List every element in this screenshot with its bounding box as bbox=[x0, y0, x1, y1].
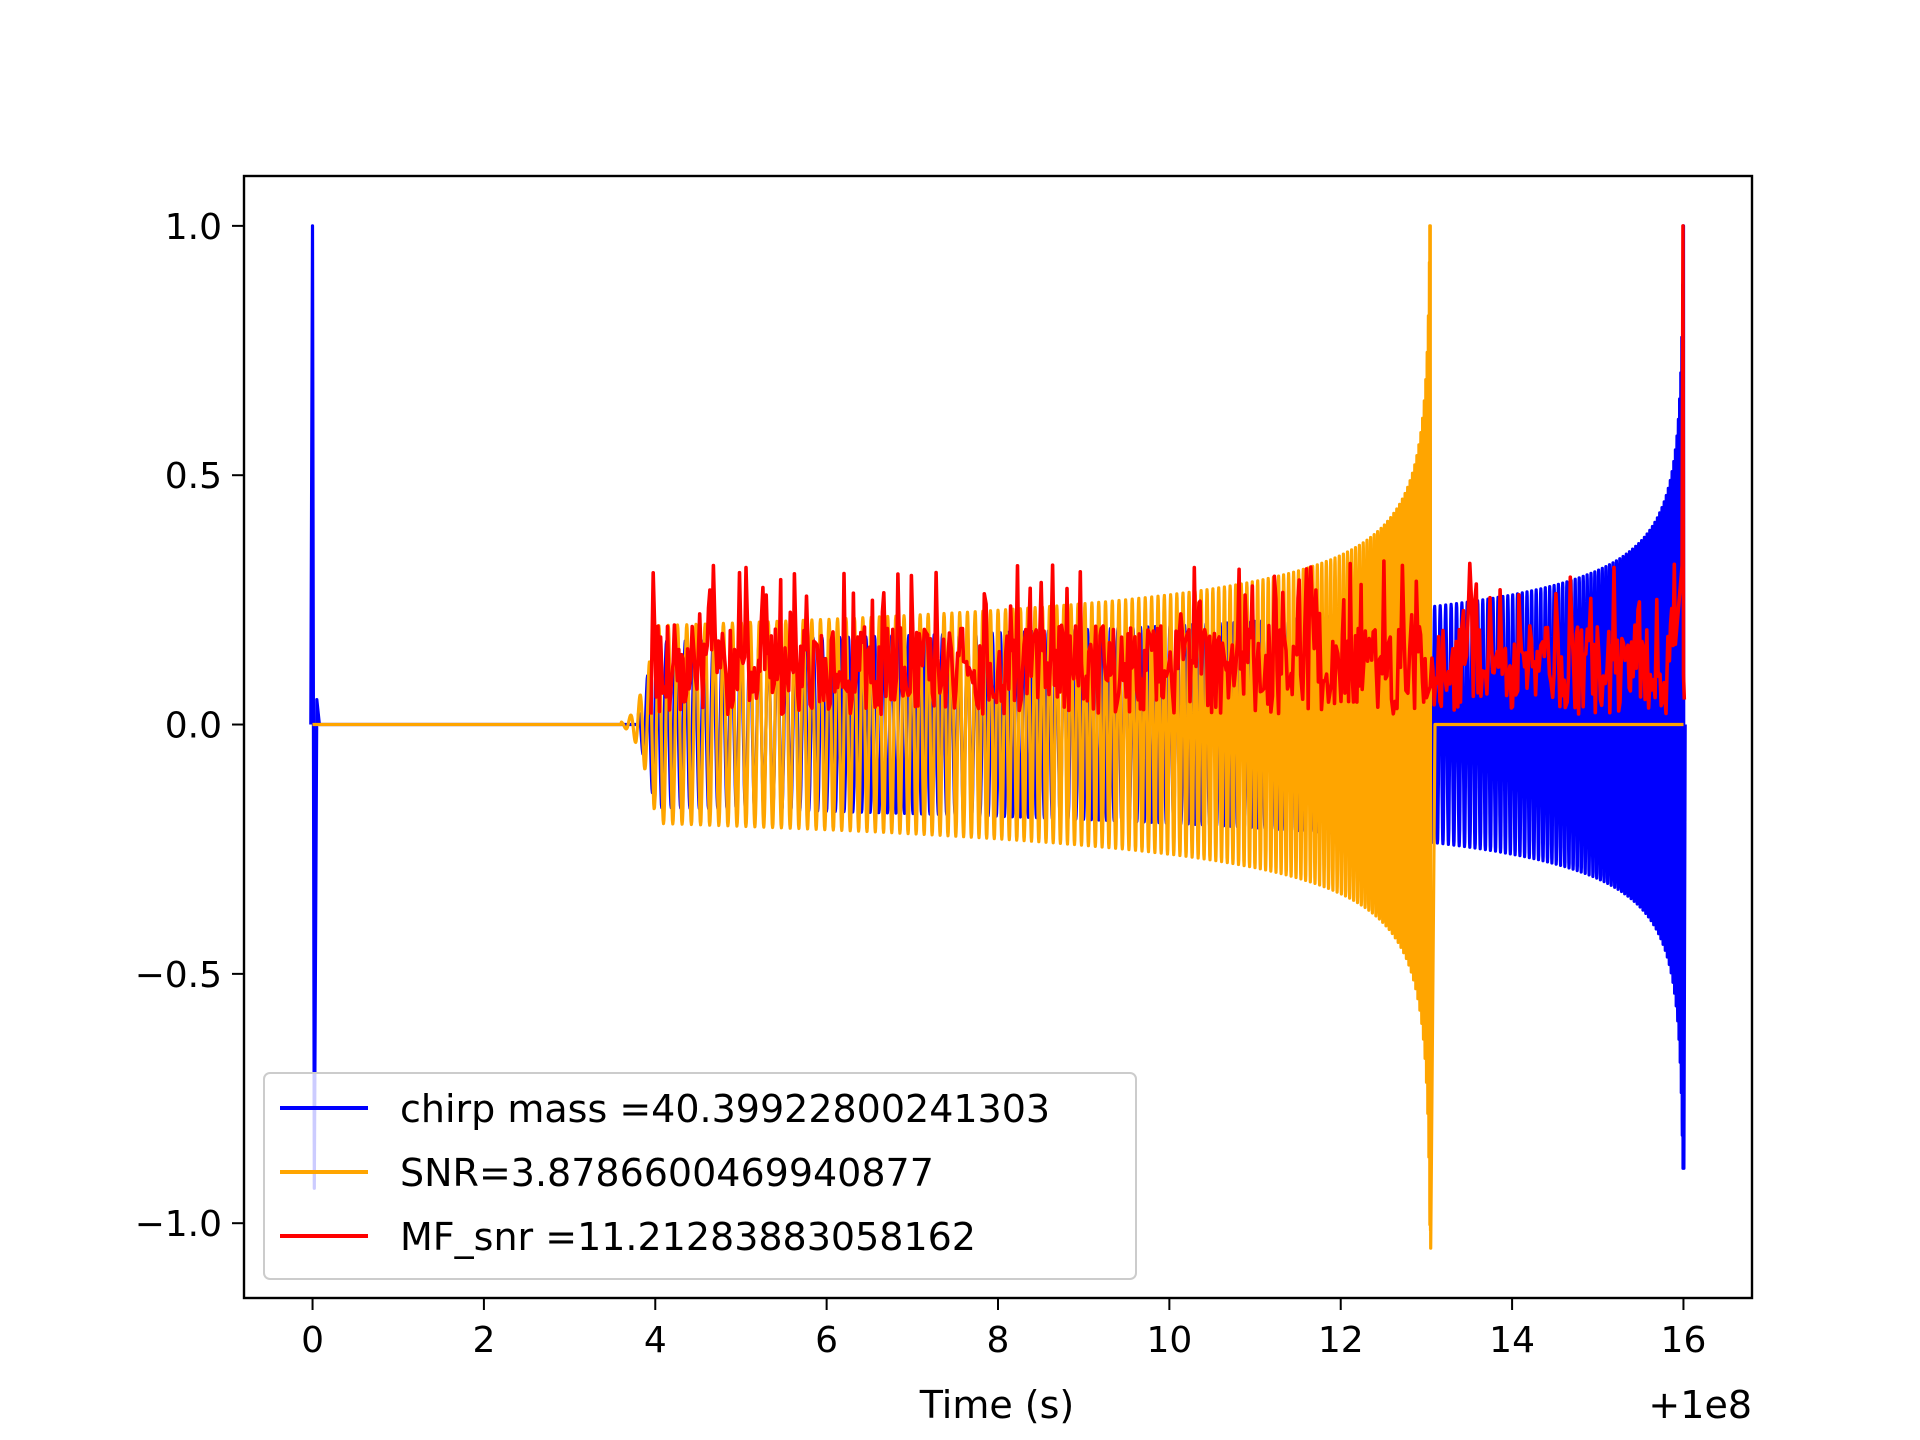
x-tick-label: 6 bbox=[815, 1320, 838, 1361]
series-mf-snr-line bbox=[649, 224, 1687, 717]
legend: chirp mass =40.39922800241303 SNR=3.8786… bbox=[263, 1072, 1137, 1280]
y-tick-label: 0.5 bbox=[165, 456, 222, 497]
y-tick-label: 0.0 bbox=[165, 706, 222, 747]
x-tick-label: 12 bbox=[1318, 1320, 1364, 1361]
x-tick-label: 4 bbox=[644, 1320, 667, 1361]
x-tick-label: 10 bbox=[1146, 1320, 1192, 1361]
legend-label-mf-snr: MF_snr =11.21283883058162 bbox=[400, 1215, 976, 1259]
x-tick-label: 0 bbox=[301, 1320, 324, 1361]
series-layer bbox=[309, 224, 1687, 1250]
y-tick-label: −0.5 bbox=[135, 955, 222, 996]
x-axis-offset-label: +1e8 bbox=[1648, 1383, 1752, 1427]
x-tick-label: 8 bbox=[987, 1320, 1010, 1361]
x-tick-label: 16 bbox=[1661, 1320, 1707, 1361]
legend-box bbox=[263, 1072, 1137, 1280]
y-axis: 1.0 0.5 0.0 −0.5 −1.0 bbox=[135, 207, 244, 1245]
legend-label-chirp-mass: chirp mass =40.39922800241303 bbox=[400, 1087, 1050, 1131]
y-tick-label: −1.0 bbox=[135, 1204, 222, 1245]
x-tick-label: 14 bbox=[1489, 1320, 1535, 1361]
x-tick-label: 2 bbox=[472, 1320, 495, 1361]
legend-label-snr: SNR=3.8786600469940877 bbox=[400, 1151, 934, 1195]
x-axis-label: Time (s) bbox=[919, 1383, 1075, 1427]
y-tick-label: 1.0 bbox=[165, 207, 222, 248]
x-axis: 0 2 4 6 8 10 12 14 16 bbox=[301, 1298, 1706, 1361]
